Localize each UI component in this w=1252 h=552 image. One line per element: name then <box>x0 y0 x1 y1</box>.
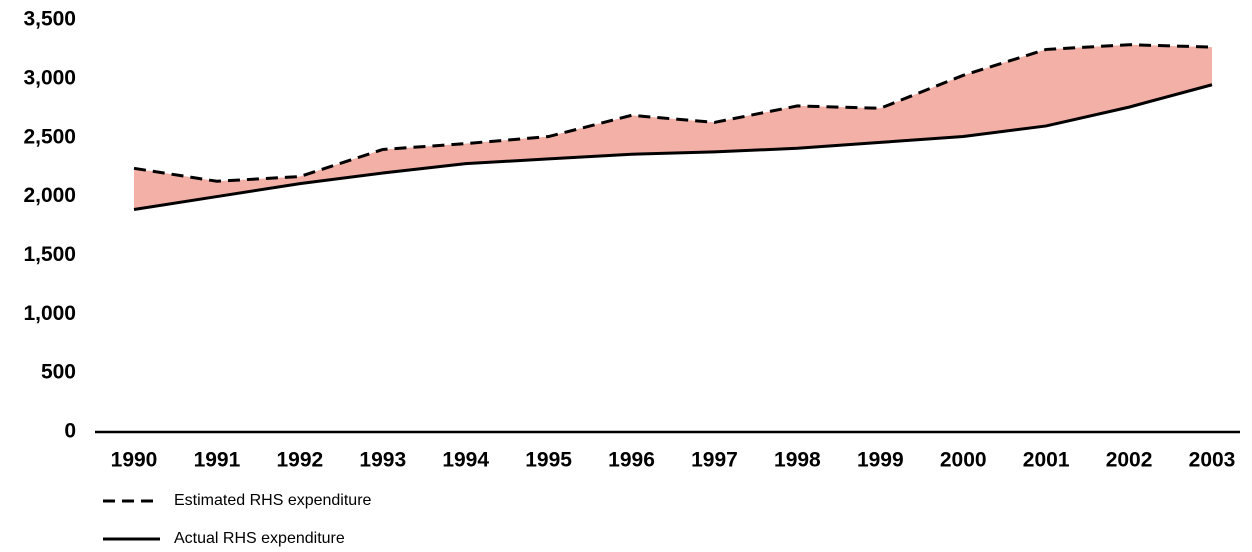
x-tick-label: 1997 <box>691 449 738 472</box>
series-line <box>133 43 1213 183</box>
y-tick-label: 3,000 <box>23 66 76 89</box>
y-tick-label: 0 <box>64 420 76 443</box>
x-tick-label: 1995 <box>525 449 572 472</box>
x-tick-label: 2000 <box>940 449 987 472</box>
x-tick-label: 2003 <box>1189 449 1236 472</box>
legend-label: Actual RHS expenditure <box>174 530 345 547</box>
x-tick-label: 2001 <box>1023 449 1070 472</box>
y-tick-label: 2,500 <box>23 125 76 148</box>
y-tick-label: 1,000 <box>23 302 76 325</box>
x-tick-label: 1998 <box>774 449 821 472</box>
legend-label: Estimated RHS expenditure <box>174 492 372 509</box>
x-tick-label: 1992 <box>276 449 323 472</box>
x-tick-label: 1996 <box>608 449 655 472</box>
x-tick-label: 1993 <box>359 449 406 472</box>
y-tick-label: 500 <box>41 361 76 384</box>
y-tick-label: 1,500 <box>23 243 76 266</box>
series-line <box>133 83 1213 212</box>
y-tick-label: 3,500 <box>23 8 76 31</box>
x-tick-label: 2002 <box>1106 449 1153 472</box>
x-tick-label: 1990 <box>111 449 158 472</box>
x-tick-label: 1994 <box>442 449 489 472</box>
gap-area <box>134 44 1212 210</box>
x-tick-label: 1999 <box>857 449 904 472</box>
y-tick-label: 2,000 <box>23 184 76 207</box>
x-tick-label: 1991 <box>194 449 241 472</box>
